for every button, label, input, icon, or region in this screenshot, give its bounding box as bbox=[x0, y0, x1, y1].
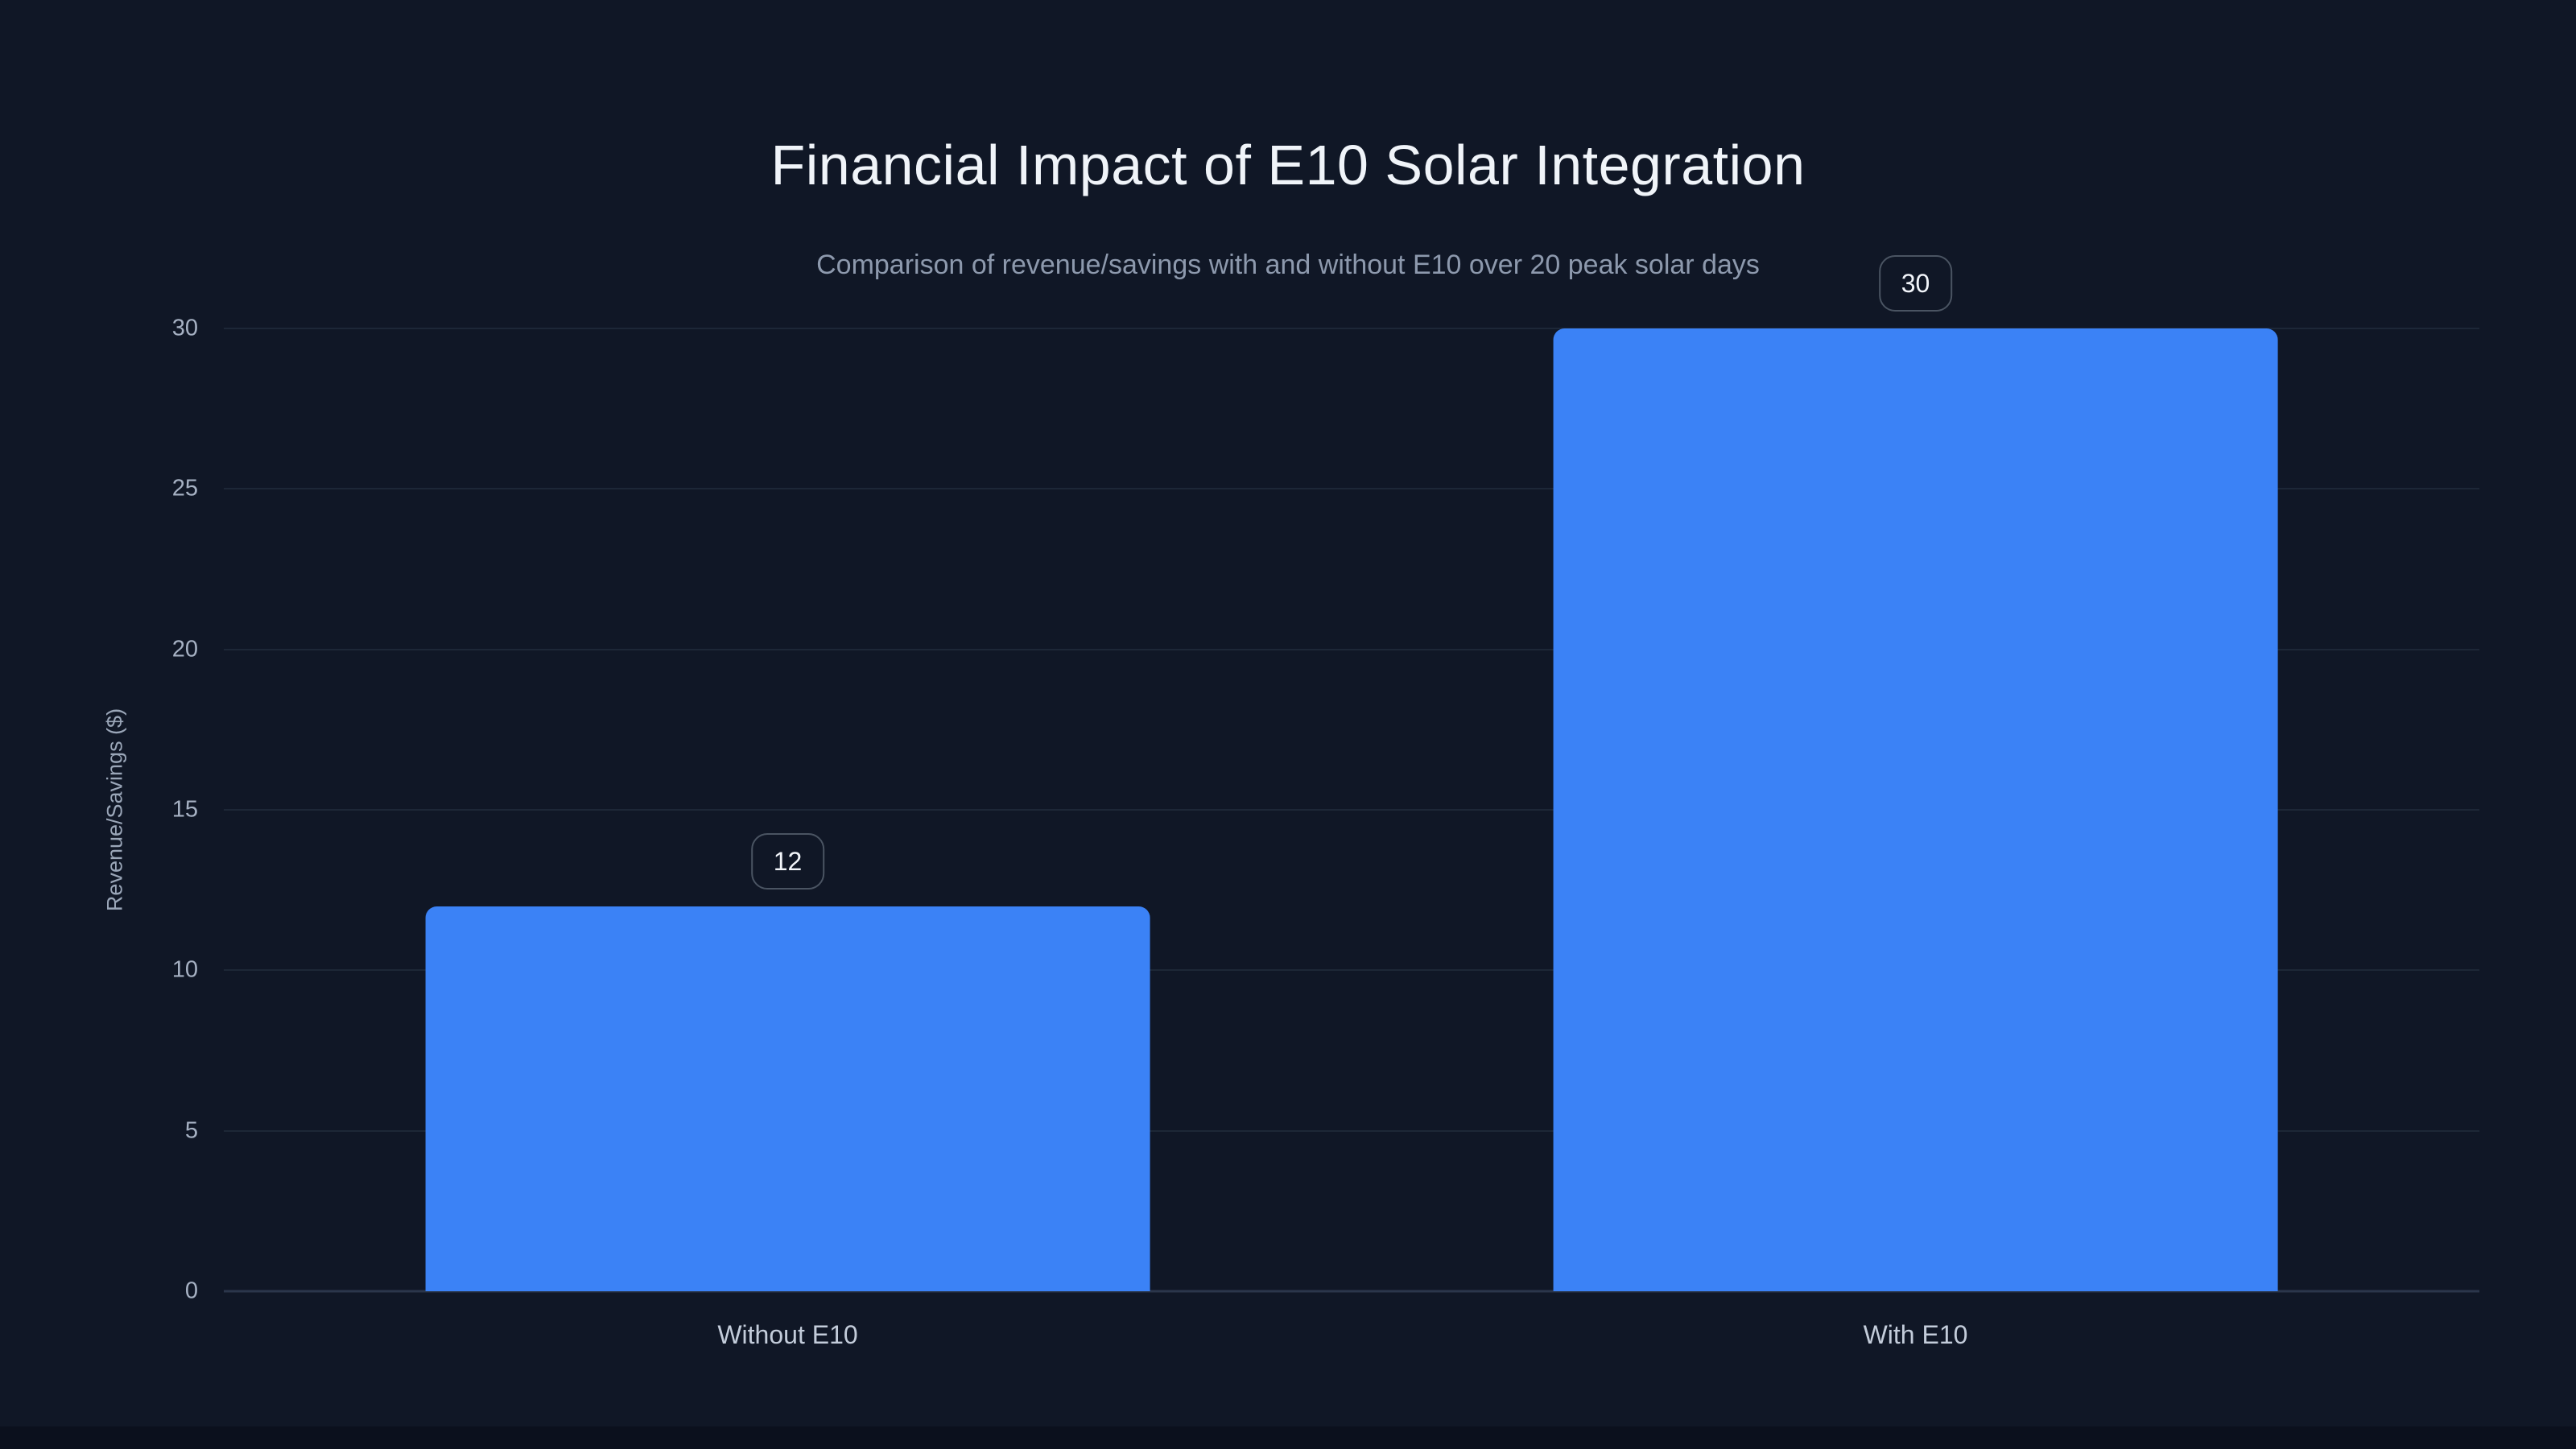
plot-area: 12 30 bbox=[224, 255, 2479, 1293]
bar-with-e10[interactable] bbox=[1553, 328, 2278, 1291]
gridline-0 bbox=[224, 1290, 2479, 1293]
gridline-5 bbox=[224, 1129, 2479, 1132]
gridline-10 bbox=[224, 969, 2479, 972]
gridline-15 bbox=[224, 809, 2479, 811]
y-tick-20: 20 bbox=[171, 636, 198, 663]
chart-subtitle: Comparison of revenue/savings with and w… bbox=[816, 250, 1760, 280]
y-tick-0: 0 bbox=[184, 1278, 198, 1304]
page-bottom-strip bbox=[0, 1426, 2576, 1438]
value-badge-with-e10: 30 bbox=[1878, 255, 1953, 312]
y-tick-25: 25 bbox=[171, 475, 198, 502]
y-tick-30: 30 bbox=[171, 315, 198, 341]
y-tick-5: 5 bbox=[184, 1117, 198, 1144]
gridline-20 bbox=[224, 648, 2479, 650]
gridline-25 bbox=[224, 488, 2479, 490]
chart-title: Financial Impact of E10 Solar Integratio… bbox=[770, 133, 1806, 196]
bar-without-e10[interactable] bbox=[425, 906, 1150, 1291]
value-badge-without-e10: 12 bbox=[750, 832, 825, 890]
y-axis-tick-labels: 0 5 10 15 20 25 30 bbox=[0, 0, 198, 1438]
x-axis-label-with-e10: With E10 bbox=[1863, 1320, 1968, 1349]
gridline-30 bbox=[224, 328, 2479, 329]
y-tick-10: 10 bbox=[171, 956, 198, 983]
x-axis-labels: Without E10 With E10 bbox=[224, 1320, 2479, 1368]
bar-slot-with-e10: 30 bbox=[1352, 255, 2479, 1291]
bar-slot-without-e10: 12 bbox=[224, 328, 1352, 1291]
y-tick-15: 15 bbox=[171, 796, 198, 823]
x-axis-label-without-e10: Without E10 bbox=[717, 1320, 858, 1349]
